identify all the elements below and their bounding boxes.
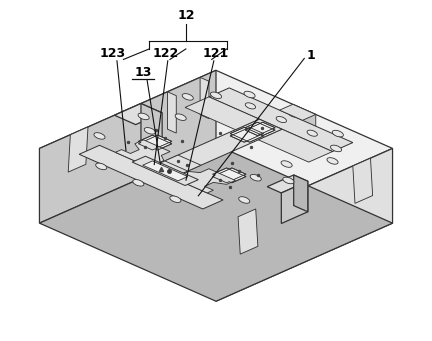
Ellipse shape [239,197,250,203]
Polygon shape [155,143,172,150]
Polygon shape [79,145,223,209]
Polygon shape [293,104,316,144]
Polygon shape [209,88,353,151]
Polygon shape [39,70,216,223]
Text: 1: 1 [306,48,315,61]
Ellipse shape [332,130,343,137]
Polygon shape [280,104,316,120]
Polygon shape [114,104,162,124]
Polygon shape [168,92,176,133]
Polygon shape [238,209,258,254]
Ellipse shape [330,145,342,152]
Polygon shape [174,169,235,193]
Ellipse shape [283,177,294,184]
Ellipse shape [94,133,105,139]
Ellipse shape [245,103,256,109]
Polygon shape [68,127,88,172]
Polygon shape [281,181,308,223]
Polygon shape [141,136,169,149]
Ellipse shape [286,135,297,142]
Polygon shape [138,143,155,150]
Ellipse shape [327,158,338,164]
Polygon shape [267,175,308,193]
Ellipse shape [182,93,193,100]
Ellipse shape [250,175,261,181]
Ellipse shape [138,113,149,120]
Polygon shape [230,127,247,135]
Ellipse shape [307,130,318,136]
Polygon shape [260,122,275,129]
Polygon shape [245,129,260,135]
Ellipse shape [144,128,156,134]
Polygon shape [248,123,273,134]
Polygon shape [141,104,162,150]
Text: 121: 121 [203,47,229,60]
Polygon shape [258,129,333,162]
Ellipse shape [288,111,299,117]
Polygon shape [132,156,198,186]
Polygon shape [143,161,188,181]
Polygon shape [185,97,259,130]
Polygon shape [247,135,264,142]
Ellipse shape [95,163,107,170]
Polygon shape [294,175,308,212]
Polygon shape [247,127,264,135]
Ellipse shape [232,112,244,119]
Ellipse shape [133,179,144,186]
Polygon shape [200,77,209,119]
Polygon shape [213,175,229,183]
Ellipse shape [170,196,181,203]
Polygon shape [39,145,393,301]
Text: 122: 122 [152,47,179,60]
Text: 13: 13 [134,65,152,78]
Text: 123: 123 [100,47,126,60]
Ellipse shape [276,117,286,122]
Ellipse shape [281,161,292,167]
Polygon shape [229,168,246,175]
Ellipse shape [244,91,255,98]
Polygon shape [165,155,201,171]
Text: 12: 12 [177,10,194,23]
Polygon shape [213,168,229,175]
Ellipse shape [175,114,186,120]
Polygon shape [39,70,393,226]
Polygon shape [229,175,246,183]
Polygon shape [138,135,155,143]
Polygon shape [260,129,275,135]
Polygon shape [155,135,172,143]
Ellipse shape [210,92,222,99]
Polygon shape [215,169,243,182]
Polygon shape [150,119,282,178]
Polygon shape [230,135,247,142]
Polygon shape [233,129,261,141]
Polygon shape [353,158,373,203]
Polygon shape [115,140,170,167]
Polygon shape [216,148,393,301]
Polygon shape [245,122,260,129]
